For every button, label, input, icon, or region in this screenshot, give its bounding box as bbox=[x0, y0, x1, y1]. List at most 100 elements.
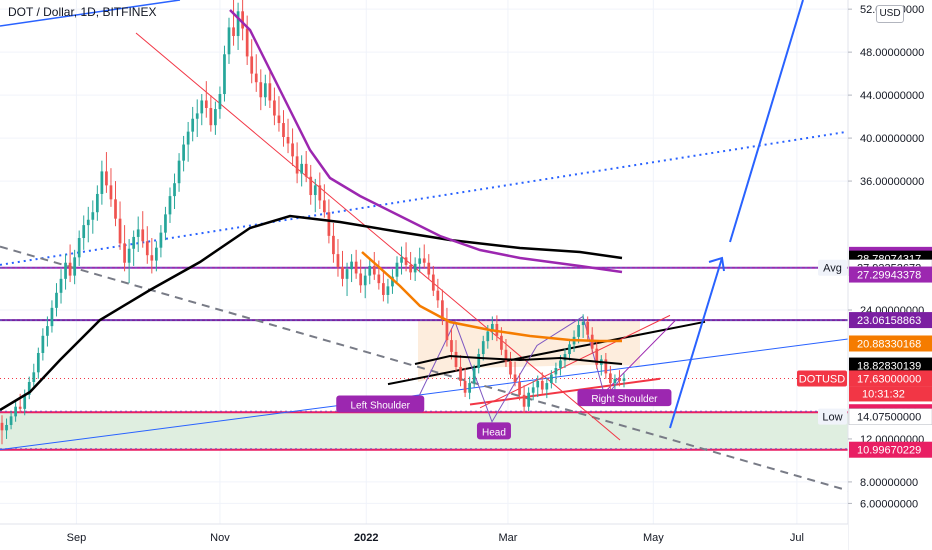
candle-body bbox=[304, 163, 308, 177]
candle-body bbox=[150, 255, 154, 261]
candle bbox=[386, 278, 390, 304]
candle bbox=[132, 230, 136, 266]
red-support-line bbox=[469, 377, 661, 406]
black-neckline bbox=[387, 320, 706, 386]
candle-body bbox=[568, 344, 571, 355]
candle-body bbox=[200, 100, 204, 114]
candle-body bbox=[341, 267, 344, 279]
candle-body bbox=[336, 254, 340, 268]
currency-button[interactable]: USD bbox=[876, 5, 904, 23]
candle-body bbox=[350, 261, 353, 270]
candle bbox=[622, 373, 626, 388]
candle-body bbox=[100, 171, 104, 194]
price-label: 23.06158863 bbox=[849, 312, 932, 329]
candle-body bbox=[477, 354, 481, 369]
candle-body bbox=[223, 54, 226, 95]
candle bbox=[359, 259, 363, 293]
candle-body bbox=[322, 200, 326, 213]
pattern-label-text: Head bbox=[482, 427, 506, 438]
candle-body bbox=[354, 261, 358, 274]
projection-arrow-long bbox=[729, 0, 804, 243]
candle-body bbox=[386, 286, 390, 295]
candle-body bbox=[68, 262, 72, 276]
candle-body bbox=[241, 11, 244, 29]
right-wedge-line bbox=[599, 320, 676, 398]
candle bbox=[295, 142, 299, 184]
candle-body bbox=[468, 383, 471, 393]
ma-50-line bbox=[229, 9, 623, 274]
candle-body bbox=[577, 325, 580, 337]
candle-body bbox=[377, 274, 381, 284]
time-axis[interactable]: Sep Nov 2022 Mar May Jul bbox=[0, 523, 848, 550]
price-tick-label: 36.00000000 bbox=[860, 176, 924, 188]
candle-body bbox=[540, 380, 544, 390]
candle-body bbox=[114, 199, 117, 219]
candle bbox=[586, 316, 590, 341]
candle bbox=[318, 172, 322, 209]
candle bbox=[509, 351, 512, 379]
candle-body bbox=[472, 368, 476, 384]
time-tick-label: Jul bbox=[790, 532, 804, 544]
candle bbox=[105, 152, 108, 193]
candle bbox=[609, 365, 612, 390]
time-tick-label: Sep bbox=[67, 532, 87, 544]
price-label-bg bbox=[849, 266, 932, 283]
candle bbox=[286, 118, 290, 154]
candle-body bbox=[549, 374, 553, 384]
candle-body bbox=[18, 406, 22, 409]
candle bbox=[277, 96, 281, 132]
price-label-tag-bg bbox=[818, 259, 847, 276]
candle bbox=[214, 101, 217, 135]
candle-body bbox=[404, 257, 408, 265]
price-label-tag: Low bbox=[822, 412, 842, 424]
candle-body bbox=[382, 283, 385, 295]
candle bbox=[173, 173, 176, 209]
candle bbox=[254, 54, 258, 92]
red-downtrend-line bbox=[135, 32, 621, 441]
candle-body bbox=[250, 56, 254, 74]
candle bbox=[536, 375, 540, 398]
candle bbox=[36, 347, 40, 379]
candle-body bbox=[527, 392, 531, 407]
price-label-bg bbox=[849, 357, 932, 374]
candle-body bbox=[218, 94, 222, 110]
candle-body bbox=[132, 236, 136, 249]
candle bbox=[372, 251, 376, 280]
candle bbox=[304, 150, 308, 183]
candle bbox=[268, 71, 272, 108]
price-label-bg bbox=[849, 441, 932, 458]
price-label-text: 18.82830139 bbox=[857, 361, 921, 373]
candle-body bbox=[436, 290, 440, 301]
price-label: 10.99670229 bbox=[849, 441, 932, 458]
candle-body bbox=[563, 354, 567, 361]
candle-body bbox=[609, 373, 612, 384]
candle-body bbox=[309, 176, 313, 196]
candle-body bbox=[431, 274, 435, 291]
pattern-label: Right Shoulder bbox=[577, 389, 672, 407]
candle bbox=[395, 256, 399, 283]
price-tick-label: 44.00000000 bbox=[860, 90, 924, 102]
candle-body bbox=[136, 229, 140, 237]
price-label-sub-bg bbox=[849, 386, 932, 402]
candle bbox=[200, 94, 204, 126]
candle bbox=[400, 246, 403, 275]
candle bbox=[50, 300, 54, 333]
candle-body bbox=[209, 108, 213, 126]
candle-body bbox=[463, 380, 467, 393]
price-axis[interactable]: 52.0000000048.0000000044.0000000040.0000… bbox=[797, 0, 932, 550]
candle bbox=[46, 316, 49, 347]
candle bbox=[227, 17, 231, 64]
candle bbox=[418, 247, 422, 273]
candle-body bbox=[409, 264, 412, 273]
candle-body bbox=[204, 100, 208, 108]
candle-body bbox=[23, 394, 27, 409]
candle bbox=[14, 401, 17, 422]
price-label-text: 10.99670229 bbox=[857, 445, 921, 457]
candle-body bbox=[105, 171, 108, 186]
candle-body bbox=[345, 269, 349, 279]
candle-body bbox=[581, 321, 585, 326]
candle bbox=[545, 377, 549, 399]
candle-body bbox=[559, 360, 562, 369]
candle-body bbox=[77, 238, 81, 258]
